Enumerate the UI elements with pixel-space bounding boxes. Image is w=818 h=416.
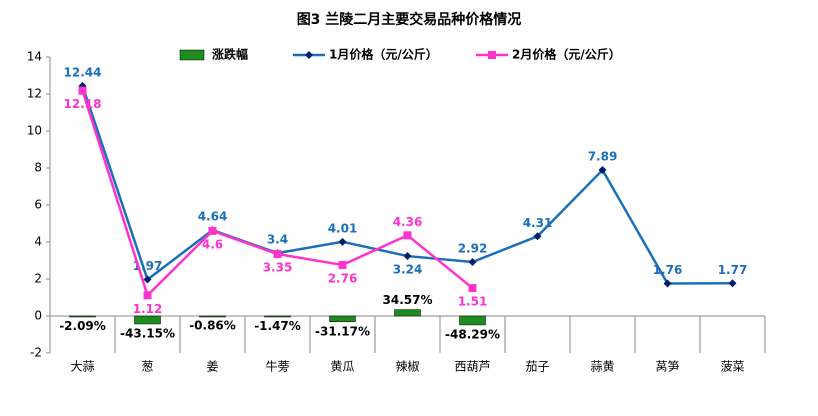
point-value-label: 3.35 [263, 261, 293, 275]
bar [329, 315, 356, 323]
x-tick-label: 西葫芦 [454, 360, 490, 374]
point [468, 257, 477, 266]
y-tick-label: 14 [27, 50, 42, 64]
point-value-label: 12.44 [64, 65, 102, 79]
point-value-label: 12.18 [64, 97, 102, 111]
point-value-label: 4.6 [202, 237, 223, 251]
point [143, 275, 152, 284]
point-value-label: 3.4 [267, 233, 288, 247]
bar [264, 315, 291, 318]
x-tick-label: 菠菜 [720, 360, 744, 374]
x-tick-label: 大蒜 [70, 360, 94, 374]
bar [394, 309, 421, 317]
legend-label: 2月价格（元/公斤） [512, 47, 621, 62]
point [468, 284, 477, 293]
bar-value-label: -31.17% [315, 324, 370, 338]
point [338, 260, 347, 269]
point-value-label: 3.24 [393, 263, 423, 277]
point [663, 279, 672, 288]
y-tick-label: -2 [30, 346, 42, 360]
legend-marker [488, 51, 496, 59]
point-value-label: 2.76 [328, 271, 358, 285]
x-tick-label: 姜 [206, 360, 218, 374]
x-tick-label: 牛蒡 [265, 359, 289, 374]
point-value-label: 4.36 [393, 215, 423, 229]
bar [134, 315, 161, 325]
y-tick-label: 4 [34, 235, 42, 249]
point-value-label: 4.31 [523, 216, 553, 230]
bar-value-label: -1.47% [254, 319, 301, 333]
point [728, 279, 737, 288]
bar-value-label: -43.15% [120, 326, 175, 340]
point [403, 231, 412, 240]
point [273, 250, 282, 259]
point-value-label: 4.01 [328, 221, 358, 235]
bar-value-label: -0.86% [189, 319, 236, 333]
bar-value-label: 34.57% [383, 293, 433, 307]
legend-label: 1月价格（元/公斤） [329, 47, 438, 62]
point [533, 232, 542, 241]
y-tick-label: 10 [27, 124, 42, 138]
legend-swatch [179, 49, 205, 61]
bar [459, 315, 486, 326]
point [143, 291, 152, 300]
point-value-label: 2.92 [458, 241, 488, 255]
x-tick-label: 蒜黄 [590, 360, 614, 374]
x-tick-label: 葱 [141, 360, 153, 374]
y-tick-label: 6 [34, 198, 42, 212]
point [208, 226, 217, 235]
bar-value-label: -48.29% [445, 327, 500, 341]
y-tick-label: 12 [27, 87, 42, 101]
point-value-label: 7.89 [588, 150, 618, 164]
point-value-label: 1.76 [653, 263, 683, 277]
y-tick-label: 8 [34, 161, 42, 175]
point [598, 166, 607, 175]
y-tick-label: 0 [34, 309, 42, 323]
point [403, 252, 412, 261]
x-tick-label: 黄瓜 [330, 360, 354, 374]
bar [199, 315, 226, 318]
bar-value-label: -2.09% [59, 319, 106, 333]
bar [69, 315, 96, 318]
legend-marker [305, 51, 313, 59]
point-value-label: 1.77 [718, 263, 748, 277]
chart-title: 图3 兰陵二月主要交易品种价格情况 [297, 11, 522, 28]
point [78, 86, 87, 95]
point-value-label: 4.64 [198, 210, 228, 224]
legend-label: 涨跌幅 [212, 47, 248, 62]
x-tick-label: 辣椒 [395, 360, 419, 374]
point [338, 237, 347, 246]
x-tick-label: 莴笋 [655, 359, 679, 374]
point-value-label: 1.51 [458, 295, 488, 309]
x-tick-label: 茄子 [525, 360, 549, 374]
point-value-label: 1.12 [133, 302, 163, 316]
y-tick-label: 2 [34, 272, 42, 286]
